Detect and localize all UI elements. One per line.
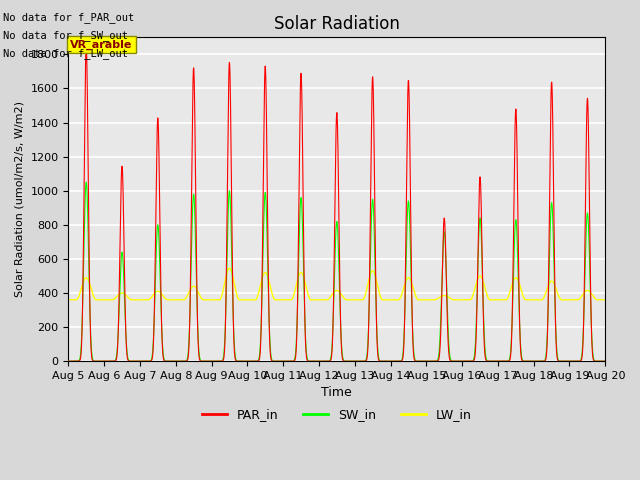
Text: No data for f_LW_out: No data for f_LW_out <box>3 48 128 60</box>
Text: No data for f_PAR_out: No data for f_PAR_out <box>3 12 134 23</box>
X-axis label: Time: Time <box>321 386 352 399</box>
Title: Solar Radiation: Solar Radiation <box>274 15 400 33</box>
Y-axis label: Solar Radiation (umol/m2/s, W/m2): Solar Radiation (umol/m2/s, W/m2) <box>15 101 25 297</box>
Text: VR_arable: VR_arable <box>70 39 132 50</box>
Legend: PAR_in, SW_in, LW_in: PAR_in, SW_in, LW_in <box>196 403 477 426</box>
Text: No data for f_SW_out: No data for f_SW_out <box>3 30 128 41</box>
